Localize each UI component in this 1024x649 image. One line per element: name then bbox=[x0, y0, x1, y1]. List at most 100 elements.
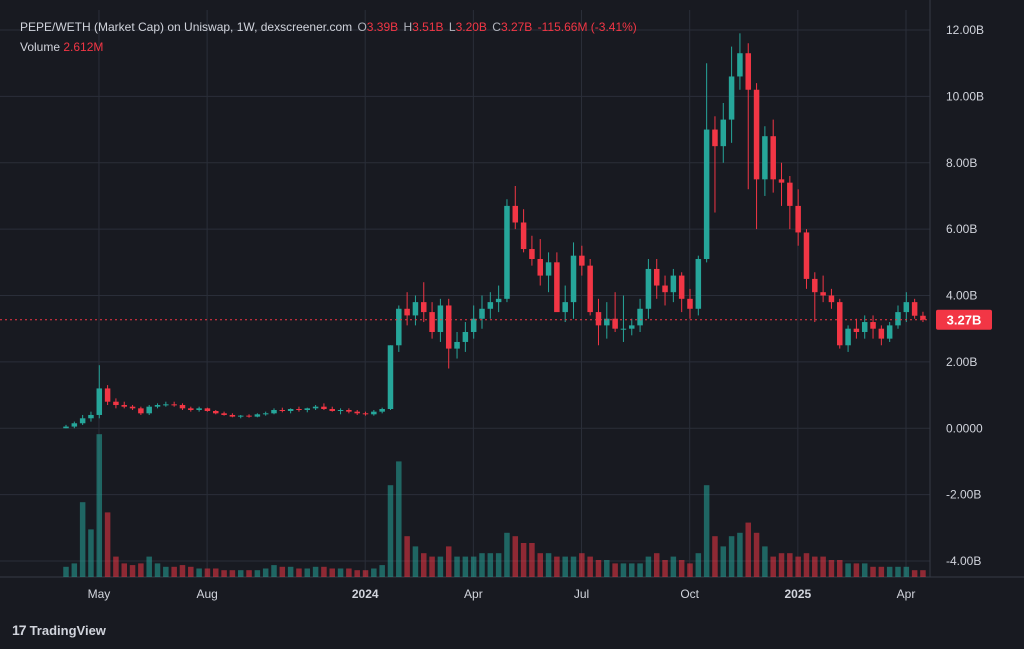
candle-body bbox=[795, 205, 801, 233]
candle-body bbox=[911, 302, 918, 316]
candle-body bbox=[579, 255, 585, 266]
candle-body bbox=[337, 409, 344, 411]
volume-bar bbox=[662, 560, 668, 577]
volume-bar bbox=[204, 568, 211, 577]
candle-body bbox=[71, 423, 78, 427]
open-value: 3.39B bbox=[366, 20, 399, 34]
candle-body bbox=[296, 409, 302, 411]
candle-body bbox=[587, 265, 593, 313]
volume-bar bbox=[920, 570, 926, 577]
candle-body bbox=[728, 76, 735, 120]
tradingview-logo[interactable]: 17 TradingView bbox=[12, 622, 106, 638]
y-tick-label: 4.00B bbox=[946, 289, 977, 303]
volume-bar bbox=[371, 568, 377, 577]
volume-bar bbox=[870, 566, 876, 577]
volume-bar bbox=[620, 563, 627, 577]
candle-body bbox=[529, 249, 535, 259]
candle-body bbox=[670, 275, 677, 293]
volume-bar bbox=[421, 553, 427, 577]
volume-bar bbox=[437, 556, 444, 577]
x-tick-label: Apr bbox=[897, 587, 916, 601]
grid-layer bbox=[0, 0, 1024, 578]
y-tick-label: -4.00B bbox=[946, 554, 981, 568]
candle-body bbox=[695, 258, 702, 309]
candle-body bbox=[221, 413, 227, 415]
y-tick-label: 2.00B bbox=[946, 355, 977, 369]
volume-bar bbox=[678, 560, 685, 577]
candle-body bbox=[163, 404, 169, 406]
candle-body bbox=[487, 302, 494, 309]
candle-body bbox=[346, 409, 352, 412]
candle-body bbox=[96, 388, 103, 415]
volume-bar bbox=[637, 563, 643, 577]
candle-body bbox=[429, 312, 435, 333]
candle-body bbox=[412, 302, 419, 316]
candle-body bbox=[861, 322, 868, 333]
candle-body bbox=[371, 411, 377, 415]
volume-bar bbox=[154, 563, 161, 577]
volume-bar bbox=[803, 553, 810, 577]
volume-bar bbox=[279, 566, 286, 577]
candle-body bbox=[179, 405, 186, 409]
candle-body bbox=[745, 53, 751, 90]
volume-bar bbox=[104, 512, 111, 577]
candle-body bbox=[379, 409, 385, 412]
volume-bar bbox=[504, 532, 510, 577]
volume-bar bbox=[88, 529, 94, 577]
volume-bar bbox=[570, 556, 577, 577]
candle-body bbox=[554, 262, 560, 313]
volume-bar bbox=[470, 556, 477, 577]
volume-bar bbox=[878, 566, 885, 577]
volume-bar bbox=[113, 556, 119, 577]
volume-bar bbox=[429, 556, 435, 577]
volume-bar bbox=[354, 570, 360, 577]
volume-bar bbox=[462, 556, 469, 577]
close-value: 3.27B bbox=[500, 20, 533, 34]
candle-body bbox=[512, 205, 519, 223]
volume-bar bbox=[653, 553, 660, 577]
candle-body bbox=[237, 415, 244, 417]
candle-body bbox=[770, 136, 776, 180]
candle-body bbox=[387, 345, 394, 410]
candle-body bbox=[362, 413, 369, 415]
volume-bar bbox=[412, 546, 419, 577]
volume-bar bbox=[346, 568, 352, 577]
candle-body bbox=[629, 325, 635, 329]
volume-bar bbox=[820, 556, 826, 577]
candle-layer bbox=[0, 33, 930, 429]
volume-bar bbox=[728, 536, 735, 577]
y-tick-label: 10.00B bbox=[946, 89, 984, 103]
candle-body bbox=[753, 89, 760, 180]
volume-bar bbox=[237, 570, 244, 577]
volume-bar bbox=[312, 566, 319, 577]
candle-body bbox=[703, 129, 710, 259]
candle-body bbox=[837, 302, 843, 346]
tradingview-logo-text: TradingView bbox=[29, 622, 106, 638]
candle-body bbox=[537, 258, 543, 276]
x-tick-label: Jul bbox=[574, 587, 589, 601]
volume-bar bbox=[845, 563, 851, 577]
volume-bar bbox=[445, 546, 452, 577]
y-tick-label: 0.0000 bbox=[946, 421, 983, 435]
y-tick-label: 12.00B bbox=[946, 23, 984, 37]
volume-bar bbox=[911, 570, 918, 577]
y-tick-label: -2.00B bbox=[946, 488, 981, 502]
volume-bar bbox=[454, 556, 460, 577]
high-label: H bbox=[403, 20, 413, 34]
volume-bar bbox=[495, 553, 502, 577]
candle-body bbox=[354, 411, 360, 414]
volume-bar bbox=[587, 556, 593, 577]
candle-body bbox=[262, 413, 269, 415]
candle-body bbox=[662, 285, 668, 293]
candle-body bbox=[79, 418, 86, 424]
close-label: C bbox=[492, 20, 501, 34]
candle-body bbox=[204, 408, 211, 411]
candle-body bbox=[188, 408, 194, 410]
volume-bar bbox=[604, 560, 610, 577]
open-label: O bbox=[357, 20, 367, 34]
volume-label: Volume bbox=[20, 40, 61, 54]
volume-bar bbox=[837, 560, 843, 577]
candle-body bbox=[720, 119, 727, 147]
